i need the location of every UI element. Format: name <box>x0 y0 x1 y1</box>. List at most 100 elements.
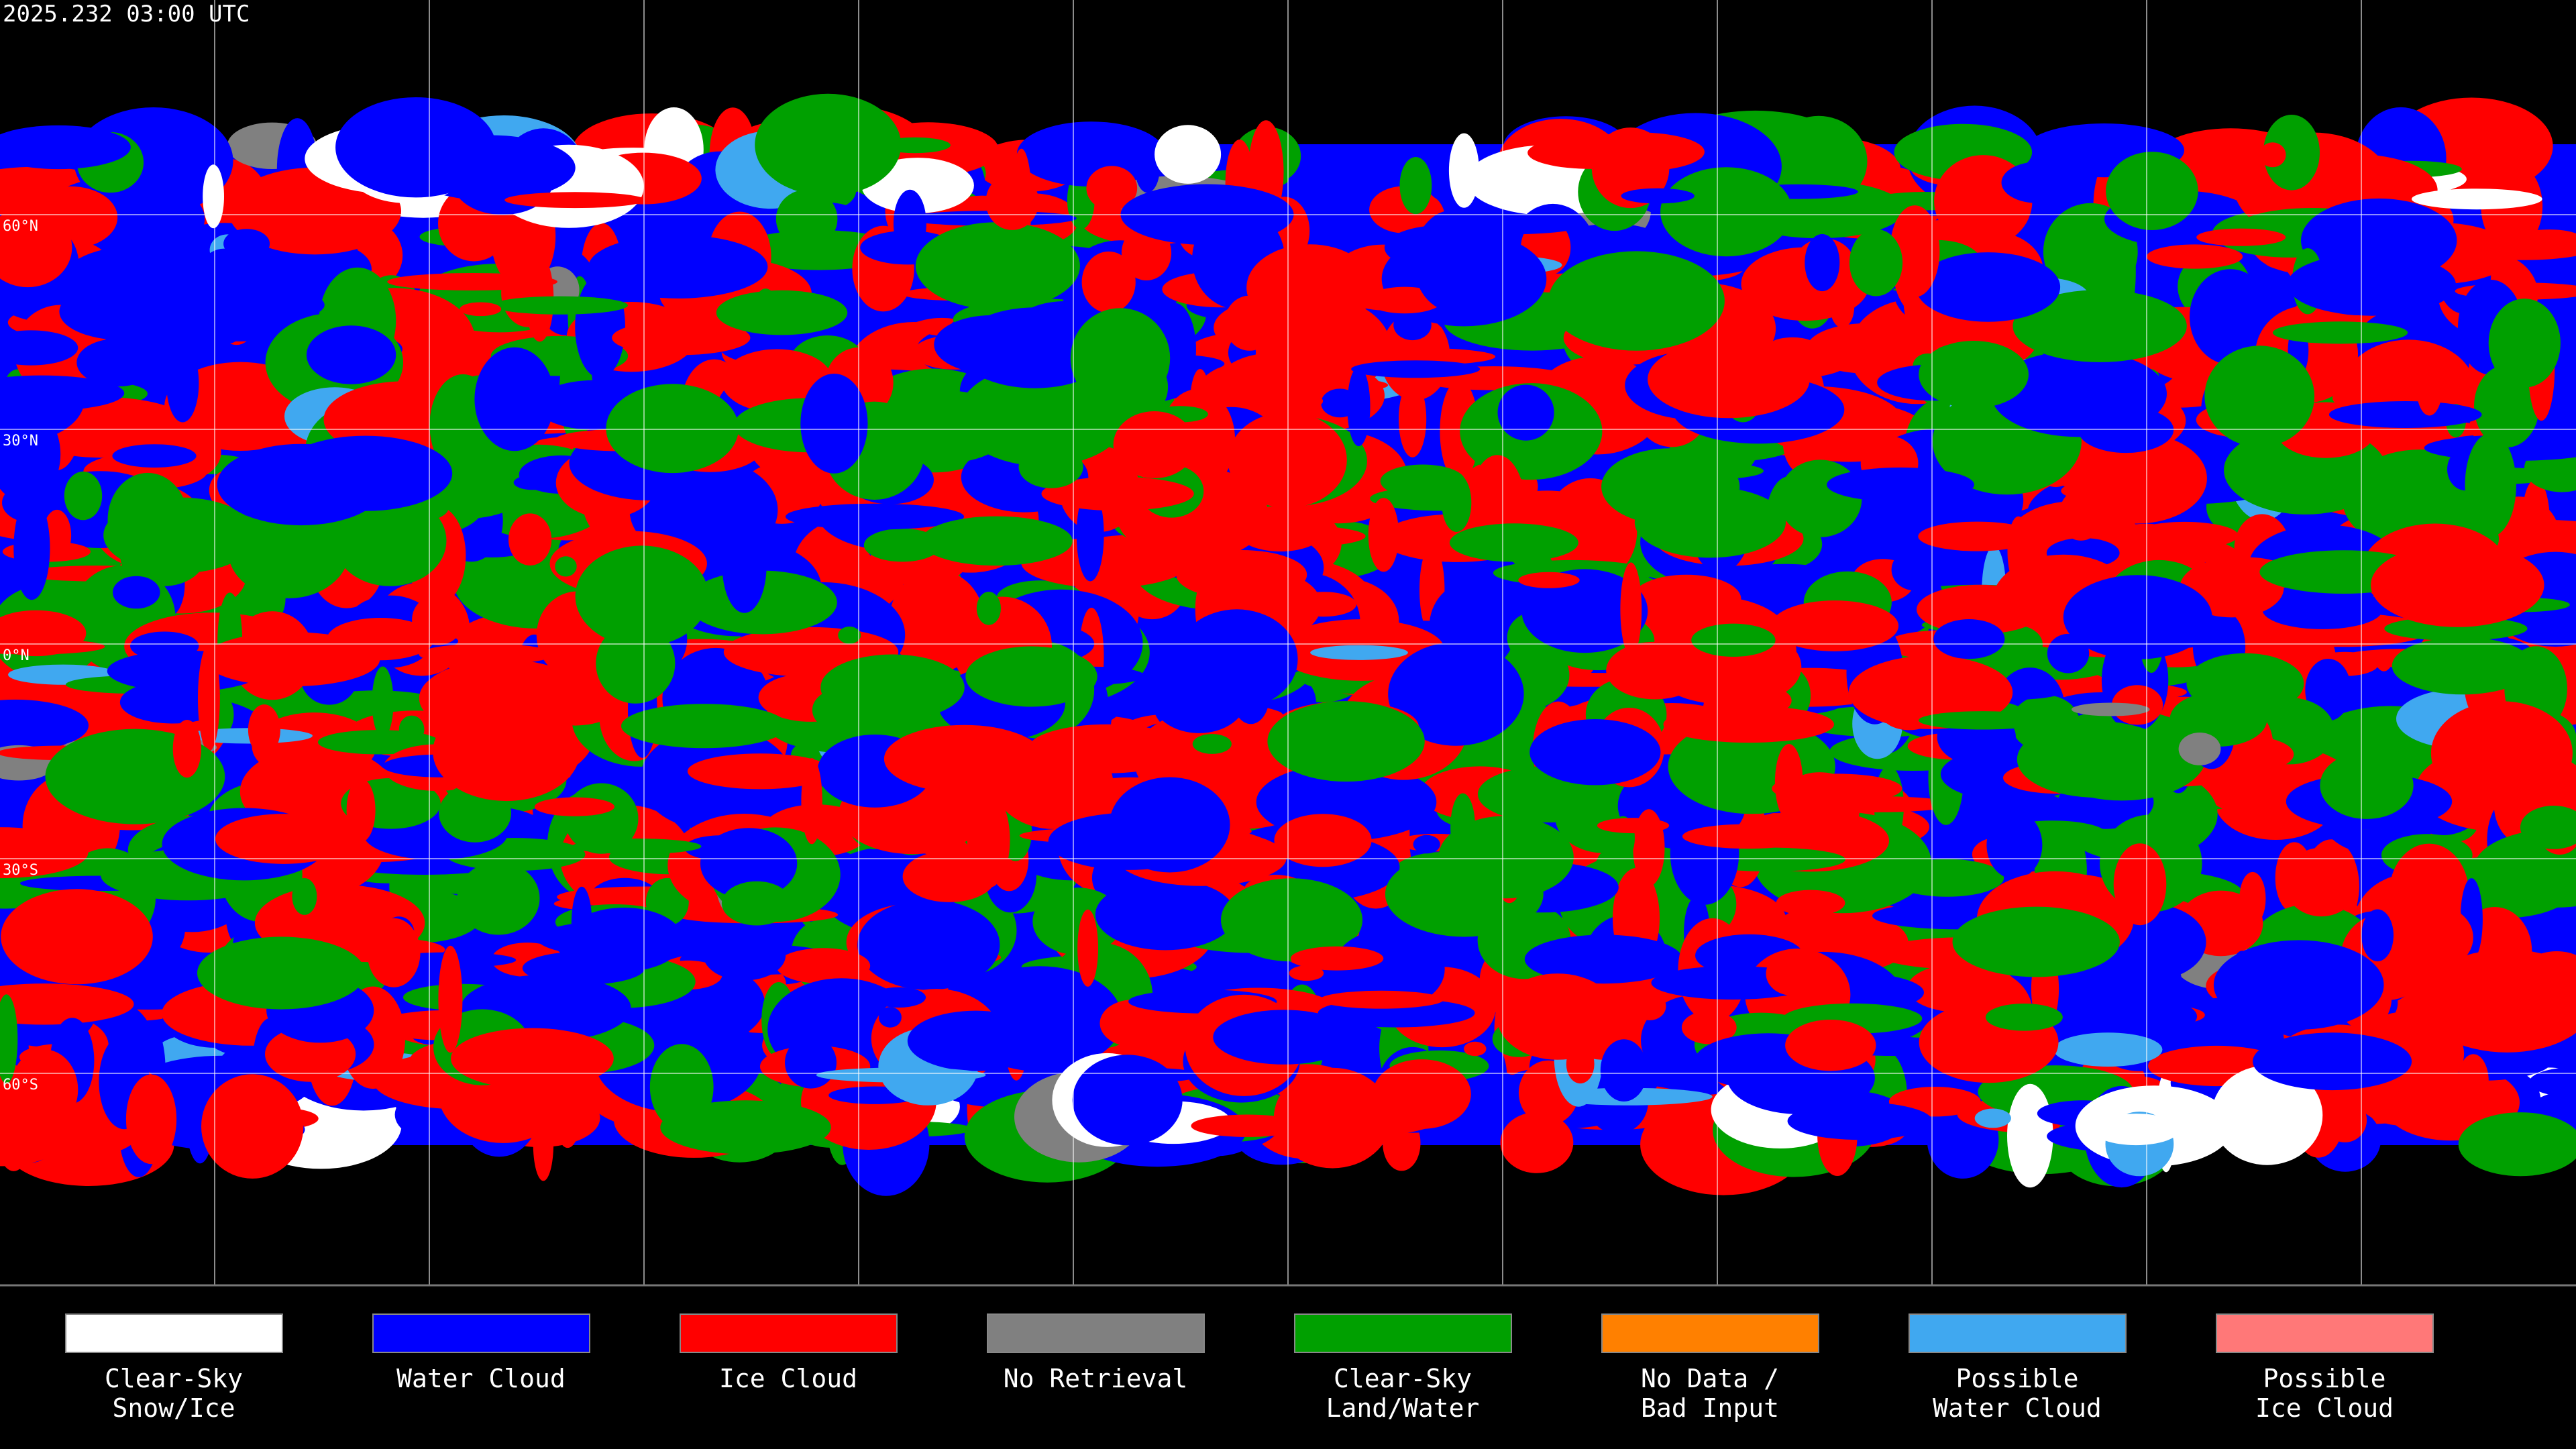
cloud-blob <box>2287 253 2456 316</box>
cloud-blob <box>1648 340 1810 419</box>
cloud-blob <box>2430 701 2573 806</box>
cloud-blob <box>1682 824 1813 849</box>
cloud-blob <box>2001 162 2074 203</box>
cloud-blob <box>2131 521 2239 549</box>
cloud-blob <box>2012 290 2187 362</box>
cloud-blob <box>985 173 1039 230</box>
cloud-blob <box>1497 973 1619 1060</box>
cloud-blob <box>533 1106 554 1181</box>
cloud-blob <box>1120 359 1169 415</box>
cloud-blob <box>519 255 549 290</box>
cloud-blob <box>976 592 1001 625</box>
cloud-blob <box>588 235 768 299</box>
legend-swatch <box>2216 1313 2434 1353</box>
legend-label: Possible <box>2263 1364 2385 1393</box>
cloud-blob <box>2190 269 2271 365</box>
cloud-blob <box>172 720 201 778</box>
cloud-blob <box>1597 818 1670 834</box>
cloud-blob <box>1524 934 1682 984</box>
cloud-blob <box>1518 572 1580 588</box>
cloud-blob <box>534 797 615 816</box>
cloud-blob <box>1548 251 1725 351</box>
cloud-blob <box>801 758 822 845</box>
legend-label: Ice Cloud <box>719 1364 857 1393</box>
cloud-blob <box>1915 252 2061 322</box>
cloud-blob <box>292 878 317 915</box>
cloud-blob <box>2186 653 2304 714</box>
cloud-blob <box>775 189 838 248</box>
cloud-blob <box>1310 645 1408 660</box>
cloud-blob <box>372 666 394 738</box>
cloud-blob <box>1660 167 1792 257</box>
legend-label: No Retrieval <box>1004 1364 1188 1393</box>
cloud-blob <box>716 290 848 335</box>
cloud-blob <box>1086 166 1138 211</box>
cloud-blob <box>398 715 425 743</box>
cloud-blob <box>76 338 160 386</box>
cloud-blob <box>166 344 199 423</box>
cloud-blob <box>2529 1067 2576 1097</box>
cloud-blob <box>2259 142 2286 168</box>
cloud-blob <box>1890 859 2004 897</box>
cloud-blob <box>1076 488 1104 582</box>
cloud-blob <box>1413 835 1440 854</box>
cloud-blob <box>2196 228 2286 246</box>
cloud-blob <box>113 576 160 609</box>
cloud-blob <box>1827 467 1974 502</box>
legend-label: Clear-Sky <box>1334 1364 1472 1393</box>
cloud-blob <box>2146 244 2243 269</box>
cloud-blob <box>1413 209 1494 312</box>
cloud-blob <box>1347 366 1371 447</box>
cloud-blob <box>191 248 258 345</box>
cloud-blob <box>816 1067 986 1083</box>
cloud-blob <box>0 994 18 1084</box>
cloud-blob <box>1606 641 1705 700</box>
cloud-blob <box>125 1074 177 1165</box>
cloud-blob <box>2320 751 2414 819</box>
cloud-blob <box>907 1010 1044 1071</box>
cloud-blob <box>2213 940 2384 1030</box>
cloud-blob <box>1213 1010 1355 1065</box>
cloud-blob <box>2458 1054 2489 1108</box>
cloud-blob <box>1601 448 1740 525</box>
cloud-blob <box>687 753 833 790</box>
cloud-blob <box>1449 523 1578 562</box>
cloud-blob <box>1849 229 1903 297</box>
cloud-blob <box>1564 223 1660 254</box>
cloud-blob <box>1621 188 1695 204</box>
cloud-blob <box>1917 584 2044 635</box>
cloud-blob <box>2239 871 2266 926</box>
cloud-blob <box>2007 1083 2053 1188</box>
cloud-blob <box>204 632 380 687</box>
cloud-blob <box>1189 369 1211 442</box>
cloud-blob <box>2416 358 2443 416</box>
legend-label: Bad Input <box>1641 1393 1779 1423</box>
cloud-blob <box>2017 721 2177 798</box>
cloud-blob <box>1223 352 1344 398</box>
cloud-blob <box>1448 133 1479 208</box>
cloud-blob <box>1016 121 1165 186</box>
cloud-blob <box>1919 341 2029 409</box>
cloud-blob <box>0 699 89 751</box>
cloud-blob <box>700 828 798 899</box>
cloud-blob <box>1464 1041 1487 1057</box>
cloud-blob <box>2526 885 2559 907</box>
cloud-blob <box>2106 152 2198 230</box>
legend-label: No Data / <box>1641 1364 1779 1393</box>
cloud-blob <box>1320 990 1444 1009</box>
cloud-blob <box>1933 619 2005 659</box>
cloud-blob <box>1985 1004 2063 1031</box>
cloud-blob <box>508 513 552 566</box>
legend-swatch <box>65 1313 283 1353</box>
cloud-blob <box>1290 946 1384 971</box>
cloud-blob <box>572 839 702 855</box>
cloud-blob <box>2063 575 2212 659</box>
cloud-blob <box>0 406 61 502</box>
legend-swatch <box>1601 1313 1819 1353</box>
cloud-blob <box>1838 882 1867 898</box>
cloud-blob <box>1109 777 1230 873</box>
cloud-blob <box>64 471 103 521</box>
cloud-blob <box>1438 816 1574 899</box>
